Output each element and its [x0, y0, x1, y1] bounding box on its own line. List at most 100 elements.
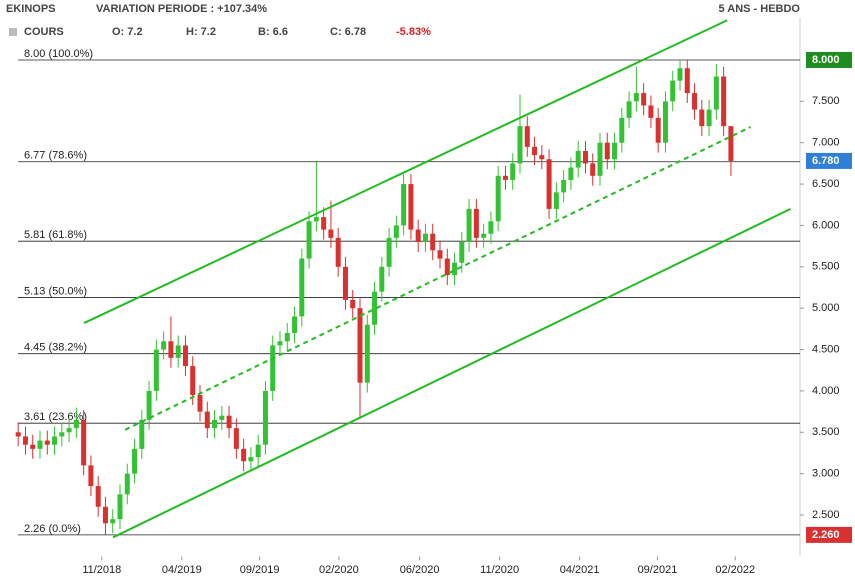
candle-body — [328, 229, 334, 238]
candle-body — [401, 184, 407, 226]
candle-body — [342, 266, 348, 300]
ohlc-open: O: 7.2 — [112, 26, 143, 38]
candle-body — [364, 324, 370, 383]
candle-body — [437, 250, 443, 259]
x-tick-label: 02/2020 — [319, 564, 359, 576]
candle-body — [66, 428, 72, 433]
candle-body — [502, 175, 508, 180]
candle-body — [393, 225, 399, 238]
candle-body — [692, 93, 698, 110]
legend-icon — [9, 28, 17, 36]
candle-body — [706, 109, 712, 127]
candle-body — [452, 262, 458, 276]
trend-line — [83, 19, 728, 324]
x-tick-label: 04/2021 — [560, 564, 600, 576]
trend-line — [112, 207, 791, 539]
candle-body — [117, 494, 123, 520]
candle-body — [212, 419, 218, 429]
candle-body — [517, 126, 523, 164]
candle-body — [488, 221, 494, 234]
ohlc-high: H: 7.2 — [186, 26, 216, 38]
candle-body — [15, 432, 21, 437]
candle-body — [655, 117, 661, 143]
candle-body — [670, 80, 676, 102]
candle-body — [532, 146, 538, 156]
y-tick-label: 7.500 — [812, 95, 840, 107]
candle-body — [430, 233, 436, 251]
level-label: 5.81 (61.8%) — [24, 229, 87, 241]
y-tick-label: 6.000 — [812, 219, 840, 231]
candle-body — [459, 241, 465, 263]
candle-body — [270, 345, 276, 391]
x-tick-label: 09/2019 — [240, 564, 280, 576]
candle-body — [568, 167, 574, 180]
price-badge — [806, 152, 852, 169]
candle-body — [262, 390, 268, 445]
candle-body — [677, 68, 683, 81]
candle-body — [350, 299, 356, 309]
candle-body — [102, 506, 108, 524]
candle-body — [553, 192, 559, 209]
candle-body — [662, 101, 668, 143]
candle-body — [648, 105, 654, 118]
candle-body — [386, 237, 392, 267]
candle-body — [422, 233, 428, 242]
candle-body — [197, 395, 203, 412]
candle-body — [161, 341, 167, 350]
candle-body — [619, 117, 625, 143]
x-tick-label: 06/2020 — [400, 564, 440, 576]
ohlc-close: C: 6.78 — [330, 26, 366, 38]
candle-body — [95, 486, 101, 507]
candle-body — [59, 432, 65, 437]
candle-body — [546, 159, 552, 209]
level-label: 6.77 (78.6%) — [24, 150, 87, 162]
y-tick-label: 6.500 — [812, 178, 840, 190]
period: 5 ANS - HEBDO — [719, 3, 801, 15]
candle-body — [597, 142, 603, 176]
candle-body — [321, 217, 327, 230]
price-badge — [806, 526, 852, 543]
y-tick-label: 3.000 — [812, 468, 840, 480]
candle-body — [379, 266, 385, 292]
candle-body — [444, 258, 450, 276]
y-tick-label: 4.500 — [812, 343, 840, 355]
candle-body — [335, 237, 341, 267]
candle-body — [582, 150, 588, 164]
candle-body — [684, 68, 690, 94]
candle-body — [524, 126, 530, 147]
candle-body — [604, 142, 610, 160]
change: -5.83% — [396, 26, 431, 38]
level-label: 2.26 (0.0%) — [24, 523, 81, 535]
candle-body — [124, 473, 130, 495]
level-label: 4.45 (38.2%) — [24, 342, 87, 354]
level-label: 5.13 (50.0%) — [24, 285, 87, 297]
candle-body — [168, 341, 174, 358]
x-tick-label: 09/2021 — [638, 564, 678, 576]
candle-body — [226, 415, 232, 429]
trend-line — [124, 126, 751, 431]
x-tick-label: 11/2018 — [82, 564, 121, 576]
y-tick-label: 5.000 — [812, 302, 840, 314]
candle-body — [44, 440, 50, 445]
level-label: 3.61 (23.6%) — [24, 411, 87, 423]
candle-body — [590, 163, 596, 176]
candle-body — [153, 349, 159, 391]
x-tick-label: 02/2022 — [715, 564, 755, 576]
candle-body — [22, 436, 28, 445]
candle-body — [466, 208, 472, 242]
candle-body — [233, 428, 239, 449]
candle-body — [313, 217, 319, 222]
candle-body — [481, 233, 487, 238]
y-tick-label: 7.000 — [812, 137, 840, 149]
price-badge-label: 8.000 — [812, 54, 840, 66]
candle-body — [219, 415, 225, 420]
candle-body — [510, 163, 516, 180]
candle-body — [721, 76, 727, 127]
candle-body — [284, 333, 290, 342]
candle-body — [372, 291, 378, 325]
candle-body — [204, 411, 210, 429]
candle-body — [299, 258, 305, 317]
candle-body — [641, 93, 647, 106]
candle-body — [633, 93, 639, 102]
